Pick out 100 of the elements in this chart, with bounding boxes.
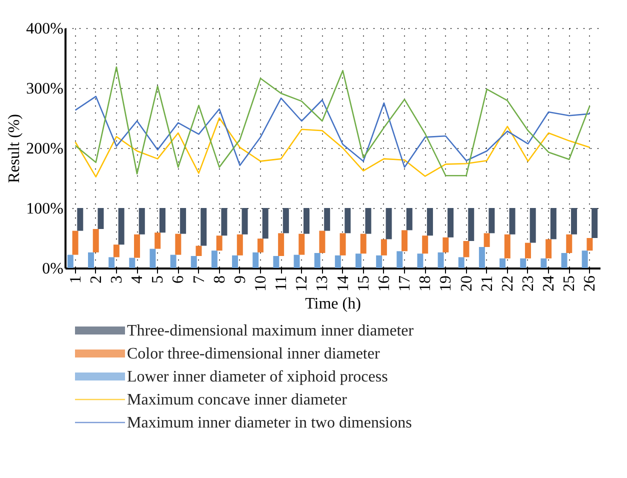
bar <box>118 208 124 245</box>
bar <box>262 208 268 239</box>
bar <box>324 208 330 231</box>
bar <box>88 252 94 268</box>
bar <box>221 208 228 236</box>
bar <box>211 250 218 268</box>
bar <box>530 208 536 243</box>
bar <box>566 234 572 253</box>
bar <box>571 208 578 234</box>
x-tick-label: 15 <box>355 276 372 292</box>
bar <box>504 234 510 258</box>
x-tick-label: 19 <box>438 276 455 292</box>
bar <box>422 236 428 254</box>
x-tick-label: 26 <box>582 276 599 292</box>
bar <box>586 238 593 251</box>
bar <box>360 234 366 254</box>
bar <box>180 208 186 234</box>
bar <box>92 229 99 252</box>
x-tick-label: 14 <box>334 276 352 292</box>
bar <box>108 257 115 268</box>
line-series <box>74 96 590 168</box>
bar <box>150 248 156 268</box>
bar <box>426 208 433 236</box>
legend-label: Maximum inner diameter in two dimensions <box>127 414 412 432</box>
bar <box>509 208 516 234</box>
bar <box>540 258 547 268</box>
bar <box>236 234 243 256</box>
bar <box>252 252 259 268</box>
bar <box>216 236 222 251</box>
x-tick-label: 5 <box>150 276 167 284</box>
bar <box>77 208 84 231</box>
bar <box>448 208 454 238</box>
x-tick-label: 21 <box>478 276 496 292</box>
y-tick-label: 200% <box>26 140 64 158</box>
x-tick-label: 12 <box>294 276 311 292</box>
bar <box>72 230 78 255</box>
x-tick-label: 11 <box>273 276 290 291</box>
bar <box>314 253 320 268</box>
x-tick-label: 18 <box>417 276 434 292</box>
bar <box>484 233 490 247</box>
x-tick-label: 16 <box>376 276 393 292</box>
bar <box>129 258 136 268</box>
x-tick-label: 13 <box>314 276 332 292</box>
y-tick-label: 300% <box>26 80 64 98</box>
x-tick-label: 8 <box>211 276 228 284</box>
x-tick-label: 23 <box>520 276 537 292</box>
bar <box>438 252 444 268</box>
bar <box>98 208 104 229</box>
bar <box>402 230 408 252</box>
bar <box>561 253 568 268</box>
bar <box>282 208 289 234</box>
bar <box>175 234 182 255</box>
bar <box>134 234 140 258</box>
bar <box>365 208 372 234</box>
bar <box>298 234 305 255</box>
bar <box>232 255 238 268</box>
bar <box>138 208 145 234</box>
bar <box>190 256 197 268</box>
x-tick-label: 1 <box>67 276 84 284</box>
bar <box>257 238 264 252</box>
bar <box>442 237 449 252</box>
bar <box>468 208 474 241</box>
x-tick-label: 7 <box>190 276 208 284</box>
x-tick-label: 22 <box>499 276 516 292</box>
bar <box>376 255 382 268</box>
y-tick-label: 400% <box>26 20 64 38</box>
bar <box>463 241 470 258</box>
x-tick-label: 25 <box>561 276 578 292</box>
bar <box>154 232 161 249</box>
y-tick-label: 0% <box>42 260 64 278</box>
bar <box>406 208 412 230</box>
x-tick-label: 17 <box>396 276 414 292</box>
bar <box>458 257 464 268</box>
bar <box>170 254 176 268</box>
x-tick-label: 2 <box>88 276 105 284</box>
bar <box>355 254 362 268</box>
bar <box>273 256 280 268</box>
x-tick-label: 3 <box>108 276 126 284</box>
x-tick-label: 10 <box>252 276 270 292</box>
bar <box>242 208 248 234</box>
x-axis-title: Time (h) <box>305 296 361 312</box>
bar <box>396 251 403 268</box>
bar <box>159 208 166 233</box>
bar <box>478 247 485 268</box>
bar <box>319 230 326 253</box>
bar <box>500 258 506 268</box>
bar <box>334 255 341 268</box>
bar <box>67 254 74 268</box>
bar <box>340 233 346 256</box>
legend-label: Maximum concave inner diameter <box>127 392 348 408</box>
y-tick-label: 100% <box>26 200 64 218</box>
bar <box>278 233 284 256</box>
legend-label: Lower inner diameter of xiphoid process <box>127 368 388 386</box>
bar <box>113 244 120 258</box>
legend-label: Color three-dimensional inner diameter <box>127 346 380 362</box>
bar <box>488 208 495 234</box>
bar <box>582 250 588 268</box>
x-tick-label: 6 <box>170 276 188 284</box>
bar <box>524 242 531 258</box>
x-tick-label: 24 <box>540 276 558 292</box>
